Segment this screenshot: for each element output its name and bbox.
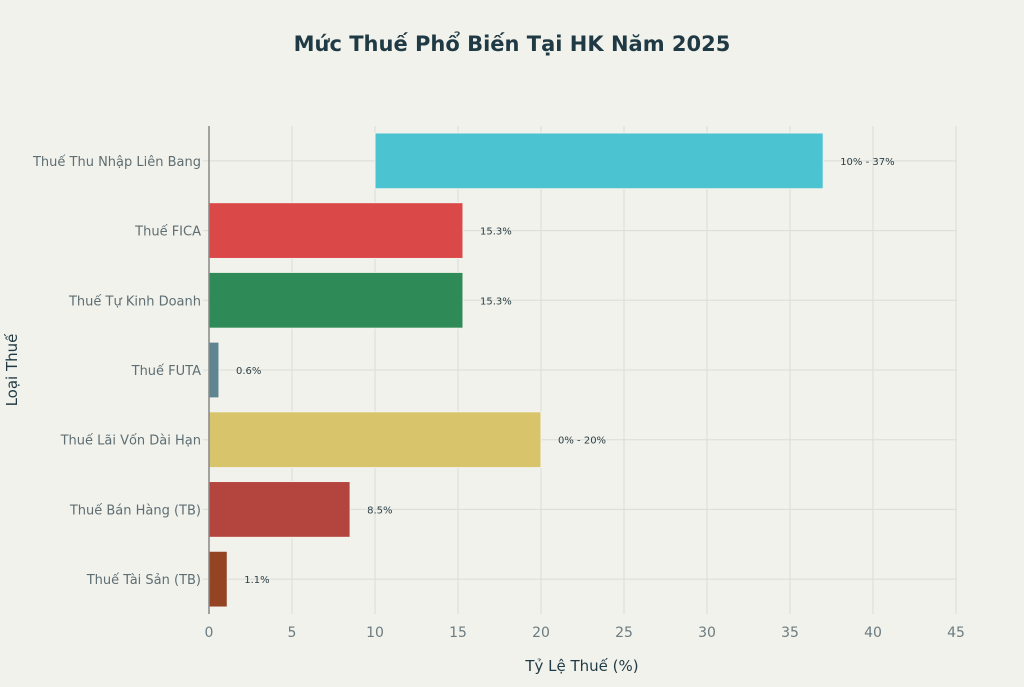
bar xyxy=(208,411,542,469)
x-tick-label: 30 xyxy=(698,625,716,641)
y-tick-label: Thuế FICA xyxy=(134,225,201,240)
x-tick-labels: 0 5 10 15 20 25 30 35 40 45 xyxy=(205,625,965,641)
x-tick-label: 0 xyxy=(205,625,214,641)
x-tick-label: 40 xyxy=(864,625,882,641)
bar-data-label: 15.3% xyxy=(480,227,512,238)
bar-data-label: 10% - 37% xyxy=(840,157,894,168)
x-axis-title: Tỷ Lệ Thuế (%) xyxy=(524,657,638,675)
bar xyxy=(208,202,464,259)
bar xyxy=(208,341,220,399)
x-tick-label: 25 xyxy=(615,625,633,641)
bar-data-label: 0% - 20% xyxy=(558,436,606,447)
bar xyxy=(208,481,351,538)
x-tick-label: 5 xyxy=(288,625,297,641)
x-tick-label: 10 xyxy=(366,625,384,641)
x-tick-label: 20 xyxy=(532,625,550,641)
gridlines xyxy=(203,126,957,614)
x-tick-label: 15 xyxy=(449,625,467,641)
y-tick-label: Thuế Thu Nhập Liên Bang xyxy=(32,155,201,170)
bar-data-label: 15.3% xyxy=(480,296,512,307)
bar-data-label: 8.5% xyxy=(367,505,392,516)
y-tick-label: Thuế Tài Sản (TB) xyxy=(86,573,201,588)
y-tick-labels: Thuế Thu Nhập Liên Bang Thuế FICA Thuế Tự … xyxy=(32,155,201,588)
y-tick-label: Thuế FUTA xyxy=(131,364,201,379)
bar xyxy=(374,132,824,190)
bars: 10% - 37% 15.3% 15.3% 0.6% 0% - 20% 8.5% 1.1% xyxy=(208,132,895,608)
bar-data-label: 0.6% xyxy=(236,366,261,377)
y-tick-label: Thuế Bán Hàng (TB) xyxy=(69,503,201,518)
bar xyxy=(208,271,464,329)
bar-data-label: 1.1% xyxy=(244,575,269,586)
y-axis-title: Loại Thuế xyxy=(3,333,21,407)
chart-title: Mức Thuế Phổ Biến Tại HK Năm 2025 xyxy=(294,31,731,56)
bar xyxy=(208,550,228,608)
y-tick-label: Thuế Tự Kinh Doanh xyxy=(68,294,201,309)
x-tick-label: 45 xyxy=(947,625,965,641)
x-tick-label: 35 xyxy=(781,625,799,641)
y-tick-label: Thuế Lãi Vốn Dài Hạn xyxy=(60,434,201,449)
